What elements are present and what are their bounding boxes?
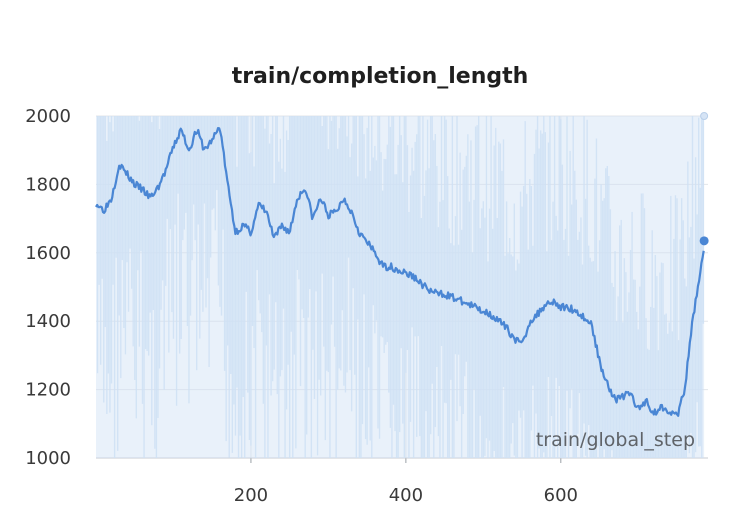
raw-max-marker: [700, 112, 709, 120]
raw-series-band: [96, 116, 705, 458]
x-tick-label: 200: [234, 485, 268, 506]
y-tick-label: 1600: [25, 243, 71, 264]
x-axis-label: train/global_step: [536, 429, 695, 451]
y-tick-label: 2000: [25, 106, 71, 127]
x-tick-label: 400: [389, 485, 423, 506]
smoothed-line: [95, 127, 705, 417]
y-tick-label: 1000: [25, 448, 71, 469]
y-axis-ticks: 1000 1200 1400 1600 1800 2000: [25, 106, 71, 469]
smoothed-series: [95, 112, 709, 417]
x-axis-ticks: 200 400 600: [234, 485, 578, 506]
y-tick-label: 1200: [25, 380, 71, 401]
y-tick-label: 1800: [25, 174, 71, 195]
last-point-marker: [699, 236, 709, 246]
chart-title: train/completion_length: [232, 64, 529, 89]
x-tick-label: 600: [544, 485, 578, 506]
y-tick-label: 1400: [25, 311, 71, 332]
